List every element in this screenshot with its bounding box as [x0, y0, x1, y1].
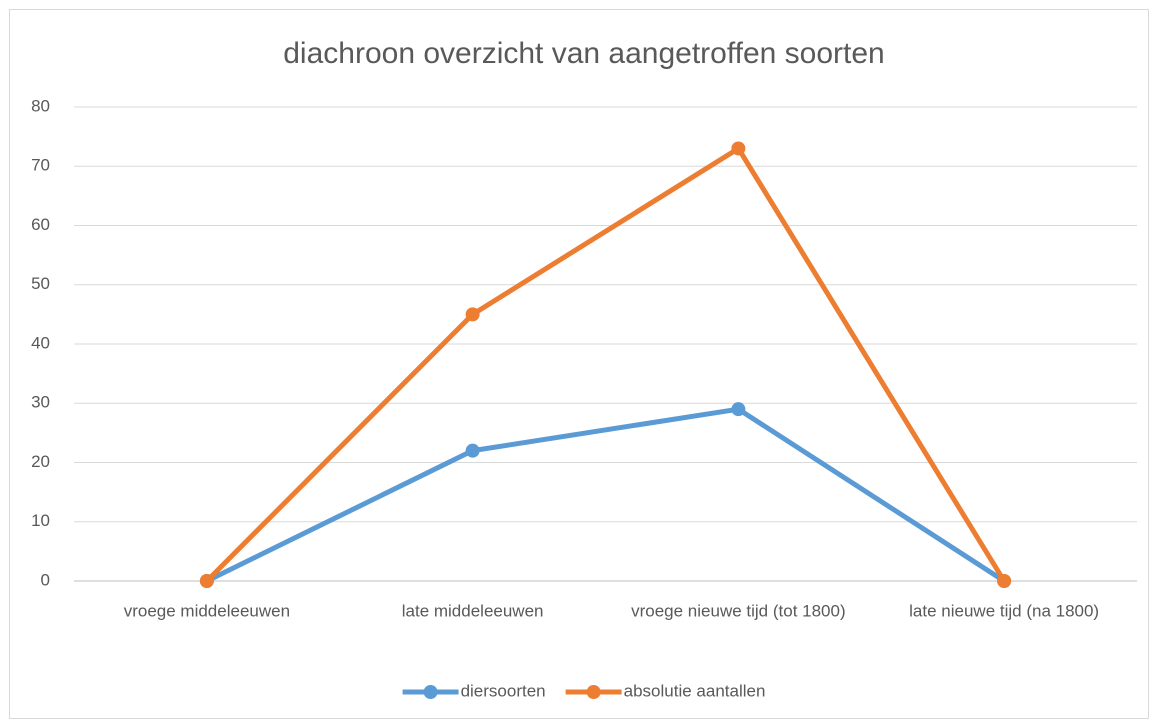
- legend-item: absolutie aantallen: [565, 681, 766, 700]
- x-tick-label: late nieuwe tijd (na 1800): [909, 601, 1099, 620]
- chart-border: [9, 9, 1149, 719]
- y-tick-label: 50: [31, 274, 50, 293]
- y-tick-label: 30: [31, 393, 50, 412]
- y-tick-label: 10: [31, 511, 50, 530]
- point: [731, 141, 746, 156]
- point: [731, 402, 746, 417]
- legend-marker: [586, 685, 601, 699]
- series-line: [205, 145, 1007, 583]
- y-tick-label: 0: [41, 570, 50, 589]
- chart-title: diachroon overzicht van aangetroffen soo…: [283, 37, 885, 70]
- series-line: [205, 406, 1006, 584]
- point: [199, 574, 214, 588]
- x-tick-label: late middeleeuwen: [402, 601, 544, 620]
- legend-label: absolutie aantallen: [624, 681, 766, 700]
- y-tick-label: 20: [31, 452, 50, 471]
- y-tick-label: 80: [31, 96, 50, 115]
- x-tick-label: vroege middeleeuwen: [124, 601, 290, 620]
- point: [997, 574, 1012, 588]
- legend-item: diersoorten: [402, 681, 546, 700]
- legend-label: diersoorten: [461, 681, 546, 700]
- legend-marker: [423, 685, 438, 699]
- x-tick-label: vroege nieuwe tijd (tot 1800): [631, 601, 846, 620]
- point: [465, 443, 480, 458]
- point: [465, 307, 480, 322]
- y-tick-label: 40: [31, 333, 50, 352]
- y-tick-label: 60: [31, 215, 50, 234]
- y-tick-label: 70: [31, 156, 50, 175]
